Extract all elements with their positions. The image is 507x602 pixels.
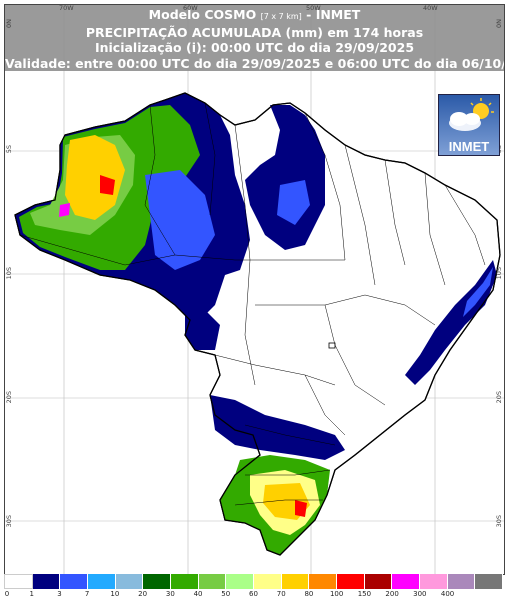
precip-south-red [295, 500, 307, 517]
legend-label: 1 [29, 590, 34, 598]
model-source: - INMET [306, 7, 361, 22]
legend-label: 60 [249, 590, 258, 598]
coord-top-70w: 70W [59, 4, 74, 12]
precip-nw-magenta [59, 203, 70, 217]
brazil-precipitation-svg [5, 5, 504, 574]
precip-ne-coast2 [463, 267, 493, 317]
legend-swatch [198, 574, 227, 589]
header-line-3: Inicialização (i): 00:00 UTC do dia 29/0… [94, 40, 415, 55]
coord-left-0n: 0N [5, 19, 13, 28]
brazil-outline [14, 92, 501, 556]
legend-swatch [337, 574, 365, 589]
legend-labels: 0 1 3 7 10 20 30 40 50 60 70 80 100 150 200 300 400 [4, 590, 503, 602]
legend-swatch [143, 574, 172, 589]
precipitation-map: Modelo COSMO [7 x 7 km] - INMET PRECIPIT… [4, 4, 505, 575]
legend-swatch [309, 574, 338, 589]
legend-swatch [4, 574, 33, 589]
state-borders [19, 102, 486, 506]
precip-nw-red [100, 175, 115, 195]
legend-label: 30 [165, 590, 175, 598]
precip-center-west [185, 310, 220, 350]
header-line-1: Modelo COSMO [7 x 7 km] - INMET [5, 5, 504, 25]
legend-swatch [364, 574, 393, 589]
model-name: Modelo COSMO [148, 7, 257, 22]
legend-swatch [392, 574, 421, 589]
legend-label: 80 [304, 590, 314, 598]
legend-swatch [254, 574, 282, 589]
precip-north-blue [245, 105, 325, 250]
legend-label: 20 [138, 590, 148, 598]
precip-ne-coast [405, 260, 497, 385]
legend-label: 40 [193, 590, 203, 598]
precip-nw-yellow [65, 135, 125, 220]
legend-label: 200 [385, 590, 399, 598]
precip-nw-midblue [145, 170, 215, 270]
legend-label: 7 [84, 590, 90, 598]
legend-swatch [447, 574, 476, 589]
coord-top-50w: 50W [306, 4, 321, 12]
legend-color-bar [4, 574, 504, 589]
coord-left-10s: 10S [5, 267, 13, 280]
header-line-2: PRECIPITAÇÃO ACUMULADA (mm) em 174 horas [85, 24, 424, 40]
coord-left-20s: 20S [5, 391, 13, 404]
legend-label: 10 [110, 590, 120, 598]
coord-right-10s: 10S [495, 267, 503, 280]
coord-top-40w: 40W [423, 4, 438, 12]
legend-label: 300 [413, 590, 427, 598]
federal-district [328, 342, 336, 349]
legend-label: 3 [57, 590, 62, 598]
legend-swatch [32, 574, 61, 589]
legend-swatch [171, 574, 199, 589]
inmet-logo-text: INMET [448, 139, 490, 154]
legend-label: 100 [329, 590, 344, 598]
coord-left-30s: 30S [5, 515, 13, 528]
coord-right-20s: 20S [495, 391, 503, 404]
map-header: Modelo COSMO [7 x 7 km] - INMET PRECIPIT… [5, 5, 504, 71]
inmet-logo: INMET [438, 94, 500, 156]
legend-swatch [226, 574, 255, 589]
legend-label: 70 [276, 590, 286, 598]
legend-label: 400 [440, 590, 455, 598]
legend [4, 574, 504, 590]
coord-top-60w: 60W [183, 4, 198, 12]
legend-swatch [420, 574, 448, 589]
precip-north-light [277, 180, 310, 225]
model-resolution: [7 x 7 km] [260, 12, 302, 21]
legend-swatch [88, 574, 116, 589]
header-line-4: Validade: entre 00:00 UTC do dia 29/09/2… [5, 55, 505, 71]
coord-left-5s: 5S [5, 145, 13, 154]
coord-right-0n: 0N [495, 19, 503, 28]
weather-cloud-sun-icon [449, 98, 494, 131]
legend-swatch [60, 574, 89, 589]
legend-swatch [281, 574, 310, 589]
legend-swatch [115, 574, 144, 589]
legend-swatch [475, 574, 504, 589]
legend-label: 50 [221, 590, 231, 598]
legend-label: 150 [357, 590, 372, 598]
legend-label: 0 [4, 590, 10, 598]
coord-right-30s: 30S [495, 515, 503, 528]
precip-central-blue [210, 395, 345, 460]
